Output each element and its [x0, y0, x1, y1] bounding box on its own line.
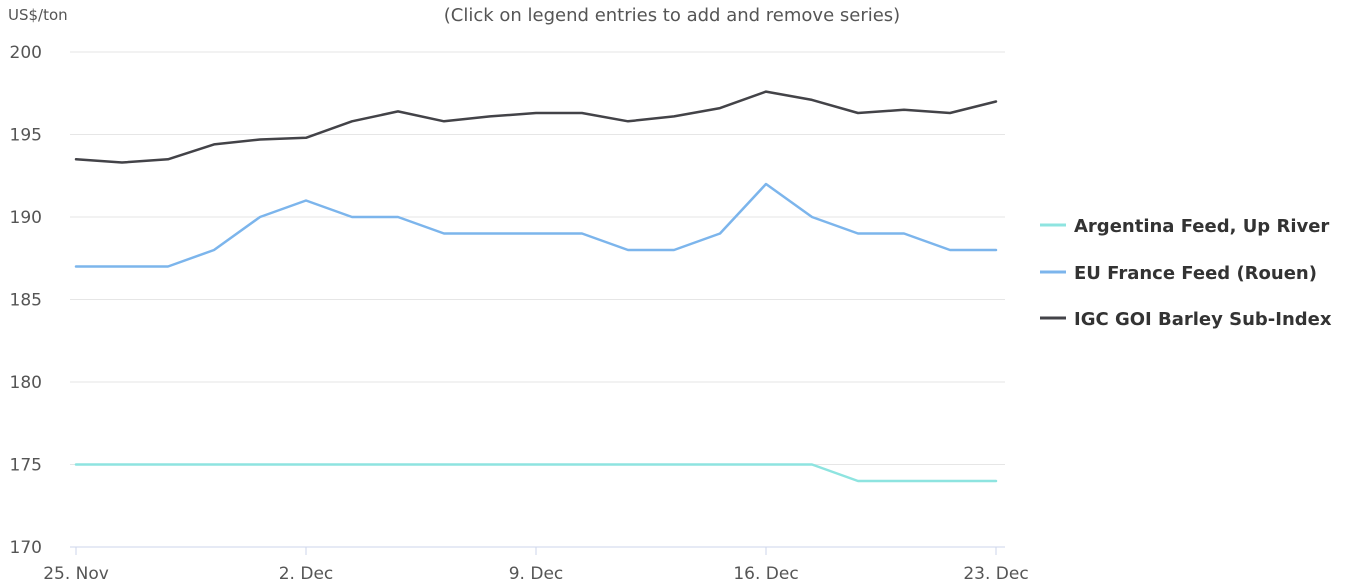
legend-item-3[interactable]: IGC GOI Barley Sub-Index — [1040, 309, 1332, 330]
y-axis-ticks: 170 175 180 185 190 195 200 — [10, 43, 42, 558]
x-tick-label: 2. Dec — [279, 564, 334, 584]
y-tick-label: 185 — [10, 291, 42, 311]
x-tick-label: 23. Dec — [963, 564, 1028, 584]
series-line-1[interactable] — [74, 463, 998, 483]
x-tick-label: 25. Nov — [43, 564, 109, 584]
y-axis-unit-label: US$/ton — [8, 6, 68, 24]
legend-item-1[interactable]: Argentina Feed, Up River — [1040, 216, 1329, 237]
y-tick-label: 195 — [10, 126, 42, 146]
gridlines — [70, 51, 1005, 548]
y-tick-label: 200 — [10, 43, 42, 63]
y-tick-label: 175 — [10, 456, 42, 476]
chart-subtitle: (Click on legend entries to add and remo… — [444, 5, 900, 26]
x-tick-label: 9. Dec — [509, 564, 564, 584]
x-tick-label: 16. Dec — [733, 564, 798, 584]
series-line-2[interactable] — [74, 182, 998, 268]
legend-item-2[interactable]: EU France Feed (Rouen) — [1040, 263, 1317, 284]
y-tick-label: 190 — [10, 208, 42, 228]
y-tick-label: 180 — [10, 373, 42, 393]
x-axis: 25. Nov 2. Dec 9. Dec 16. Dec 23. Dec — [43, 546, 1029, 584]
legend-label: Argentina Feed, Up River — [1074, 216, 1329, 237]
legend: Argentina Feed, Up River EU France Feed (… — [1040, 216, 1332, 330]
series-line-3[interactable] — [74, 90, 998, 164]
legend-label: IGC GOI Barley Sub-Index — [1074, 309, 1332, 330]
series-lines — [74, 90, 998, 483]
y-tick-label: 170 — [10, 538, 42, 558]
legend-label: EU France Feed (Rouen) — [1074, 263, 1317, 284]
